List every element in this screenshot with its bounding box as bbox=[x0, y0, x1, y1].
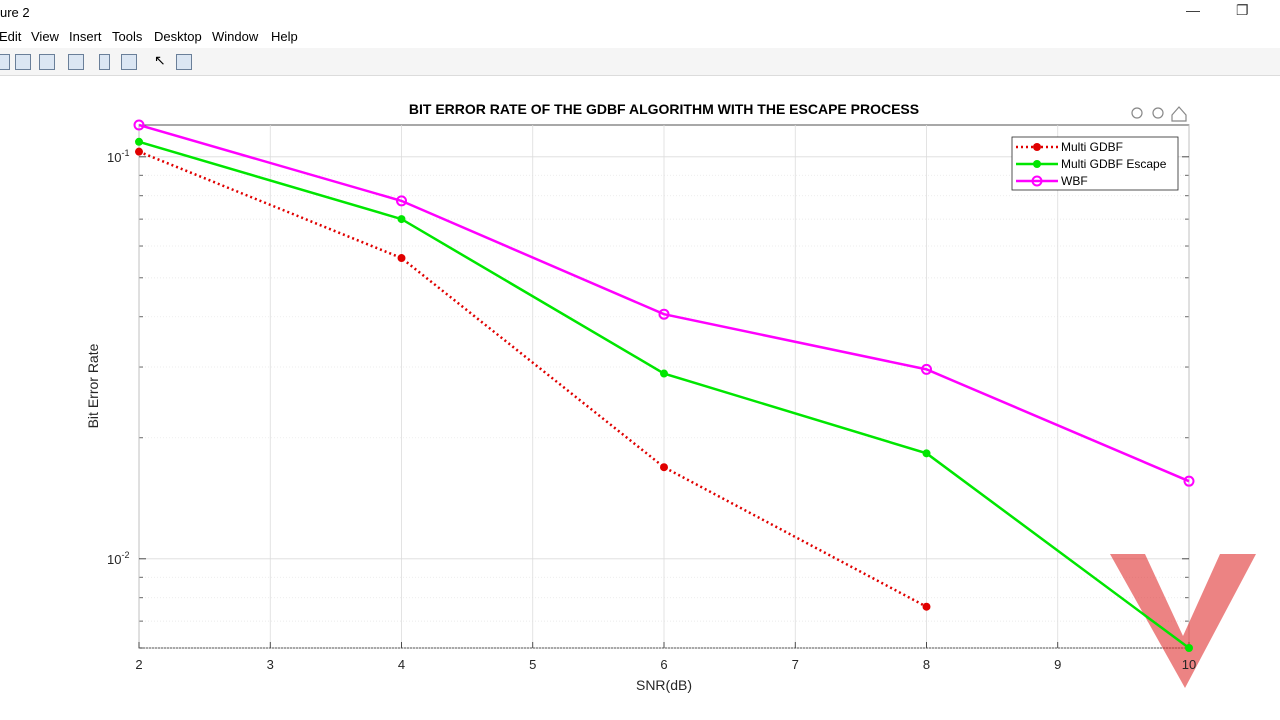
menu-item[interactable]: Desktop bbox=[154, 29, 202, 44]
menu-item[interactable]: Help bbox=[271, 29, 298, 44]
data-point bbox=[397, 215, 406, 224]
data-point bbox=[660, 463, 668, 472]
legend-label: Multi GDBF bbox=[1061, 140, 1123, 154]
data-point bbox=[660, 369, 668, 378]
toolbar: ↖ bbox=[0, 48, 1280, 76]
grid bbox=[138, 125, 1190, 649]
data-point bbox=[1183, 475, 1195, 487]
tool-icon[interactable] bbox=[0, 54, 10, 70]
tool-icon[interactable] bbox=[68, 54, 84, 70]
y-tick-base: 10 bbox=[107, 150, 121, 165]
x-tick-label: 9 bbox=[1054, 657, 1061, 672]
x-tick-label: 4 bbox=[398, 657, 405, 672]
series bbox=[133, 119, 1195, 487]
watermark bbox=[1110, 554, 1256, 688]
data-point bbox=[1033, 160, 1041, 168]
data-point bbox=[1031, 175, 1043, 187]
menu-item[interactable]: Edit bbox=[0, 29, 22, 44]
series bbox=[135, 147, 931, 611]
data-point bbox=[135, 137, 143, 146]
print-icon[interactable] bbox=[39, 54, 55, 70]
y-tick-base: 10 bbox=[107, 552, 121, 567]
y-tick-label: 10-1 bbox=[107, 148, 129, 165]
pointer-icon[interactable]: ↖ bbox=[154, 52, 166, 68]
zoom-in-icon[interactable] bbox=[1131, 107, 1143, 119]
save-icon[interactable] bbox=[15, 54, 31, 70]
data-point bbox=[922, 449, 931, 458]
menu-item[interactable]: View bbox=[31, 29, 59, 44]
title-bar: ure 2 — ❐ bbox=[0, 0, 1280, 25]
data-point bbox=[396, 195, 407, 207]
y-axis-label: Bit Error Rate bbox=[85, 343, 101, 428]
series-line bbox=[138, 150, 928, 608]
legend-label: Multi GDBF Escape bbox=[1061, 157, 1167, 171]
legend-label: WBF bbox=[1061, 174, 1088, 188]
tool-icon[interactable] bbox=[176, 54, 192, 70]
x-tick-label: 8 bbox=[923, 657, 930, 672]
tool-icon[interactable] bbox=[121, 54, 137, 70]
y-tick-exponent: -1 bbox=[121, 148, 129, 158]
data-point bbox=[133, 119, 145, 131]
menu-item[interactable]: Insert bbox=[69, 29, 102, 44]
data-point bbox=[397, 254, 406, 263]
data-point bbox=[922, 602, 931, 611]
restore-button[interactable]: ❐ bbox=[1236, 2, 1249, 18]
legend: Multi GDBF Multi GDBF Escape WBF bbox=[1011, 136, 1179, 191]
figure: BIT ERROR RATE OF THE GDBF ALGORITHM WIT… bbox=[85, 101, 1256, 693]
tool-icon[interactable] bbox=[99, 54, 110, 70]
x-tick-label: 2 bbox=[135, 657, 142, 672]
series-line bbox=[138, 123, 1190, 483]
zoom-out-icon[interactable] bbox=[1152, 107, 1164, 119]
data-point bbox=[135, 147, 143, 156]
data-point bbox=[1033, 143, 1041, 151]
x-tick-label: 6 bbox=[660, 657, 667, 672]
menu-bar: Edit View Insert Tools Desktop Window He… bbox=[0, 25, 1280, 49]
axes-toolbar bbox=[1131, 106, 1187, 122]
x-axis-label: SNR(dB) bbox=[636, 677, 692, 693]
home-icon[interactable] bbox=[1171, 106, 1187, 122]
x-tick-label: 3 bbox=[267, 657, 274, 672]
series bbox=[135, 137, 1193, 652]
y-tick-exponent: -2 bbox=[121, 550, 129, 560]
x-tick-label: 5 bbox=[529, 657, 536, 672]
x-tick-label: 7 bbox=[792, 657, 799, 672]
data-point bbox=[1185, 644, 1193, 652]
y-tick-label: 10-2 bbox=[107, 550, 129, 567]
menu-item[interactable]: Window bbox=[212, 29, 259, 44]
window-title: ure 2 bbox=[0, 5, 30, 20]
data-point bbox=[658, 308, 670, 320]
menu-item[interactable]: Tools bbox=[112, 29, 143, 44]
minimize-button[interactable]: — bbox=[1186, 2, 1200, 18]
chart-title: BIT ERROR RATE OF THE GDBF ALGORITHM WIT… bbox=[409, 101, 919, 117]
data-point bbox=[921, 363, 932, 375]
x-tick-label: 10 bbox=[1182, 657, 1196, 672]
